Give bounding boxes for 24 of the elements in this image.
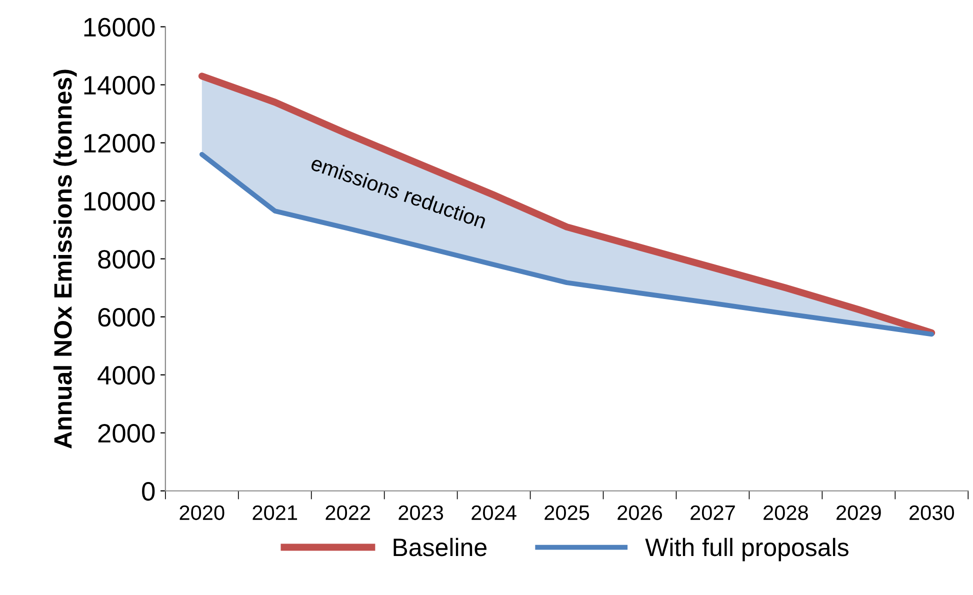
y-tick-label: 2000 [98,424,155,443]
x-tick-label: 2027 [690,505,735,520]
x-tick-label: 2028 [764,505,808,520]
y-tick-label: 6000 [98,308,155,327]
legend-label: With full proposals [645,538,848,562]
x-tick-label: 2029 [836,505,881,520]
legend-label: Baseline [394,538,486,556]
y-axis-title: Annual NOx Emissions (tonnes) [53,70,77,448]
x-tick-label: 2022 [326,505,370,520]
x-tick-label: 2020 [180,505,224,520]
y-tick-label: 10000 [84,192,155,211]
y-tick-label: 12000 [84,134,155,153]
x-tick-label: 2024 [472,505,516,520]
y-tick-label: 4000 [98,366,155,385]
x-tick-label: 2026 [618,505,662,520]
x-tick-label: 2023 [398,505,444,520]
x-tick-label: 2021 [252,505,298,520]
x-tick-label: 2030 [910,505,954,520]
x-tick-label: 2025 [544,505,590,520]
y-tick-label: 16000 [84,18,155,37]
y-tick-label: 0 [142,482,155,501]
y-tick-label: 8000 [98,250,155,269]
line-series [199,152,934,337]
y-tick-label: 14000 [84,76,155,95]
